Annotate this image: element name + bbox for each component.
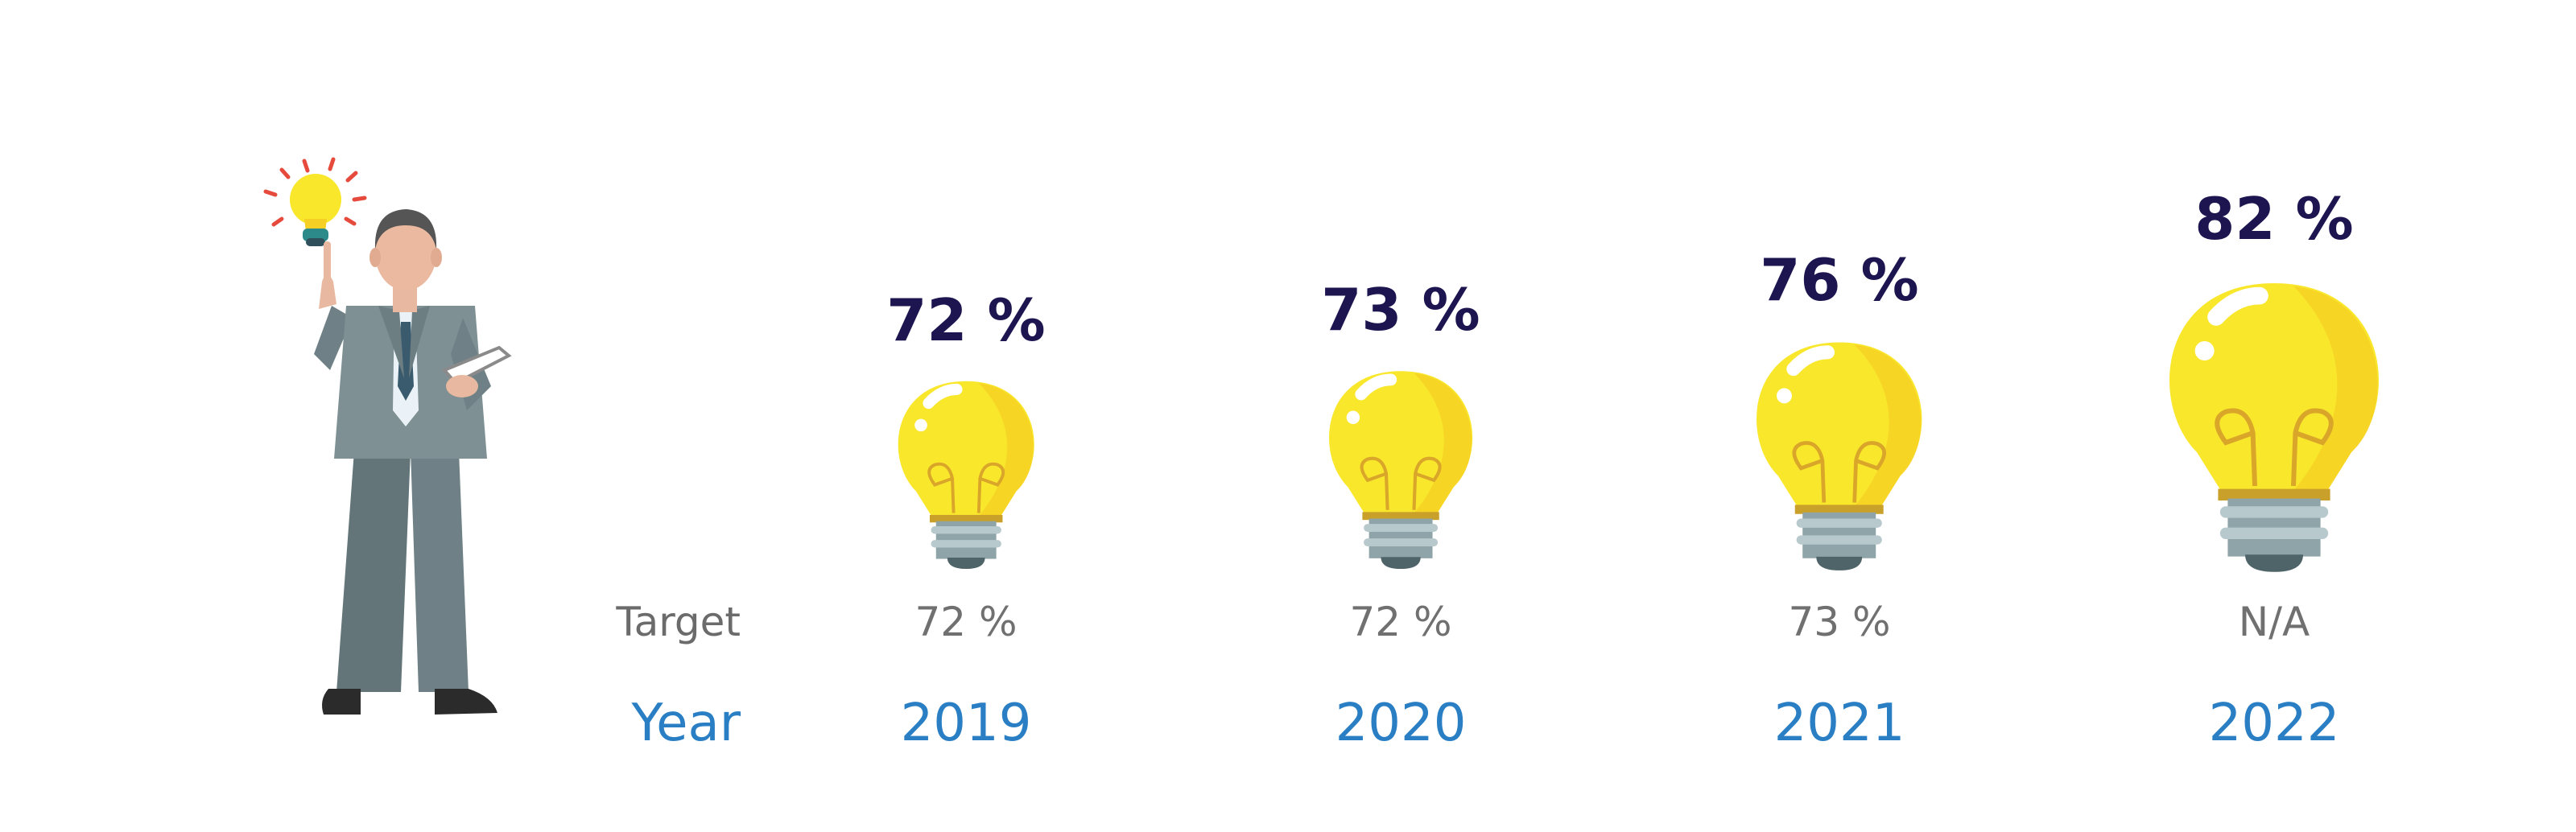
bulb-mark-2021 xyxy=(1757,342,1922,570)
value-label: 73 % xyxy=(1321,276,1480,344)
target-value: 72 % xyxy=(1349,599,1452,645)
target-value: N/A xyxy=(2238,599,2310,645)
year-row-label: Year xyxy=(631,694,741,753)
businessman-illustration xyxy=(263,157,512,715)
year-tick-label: 2020 xyxy=(1335,694,1467,753)
target-value: 73 % xyxy=(1788,599,1891,645)
bulb-column-2019: 72 % 72 % 2019 xyxy=(829,0,1103,832)
year-tick-label: 2022 xyxy=(2208,694,2340,753)
value-label: 82 % xyxy=(2194,185,2354,253)
value-label: 72 % xyxy=(886,286,1046,354)
target-row-label: Target xyxy=(616,599,741,645)
idea-bulb-icon xyxy=(263,157,367,246)
bulb-mark-2020 xyxy=(1328,371,1473,570)
year-tick-label: 2021 xyxy=(1773,694,1905,753)
year-tick-label: 2019 xyxy=(900,694,1032,753)
target-value: 72 % xyxy=(914,599,1018,645)
bulb-column-2021: 76 % 73 % 2021 xyxy=(1703,0,1976,832)
bulb-column-2022: 82 % N/A 2022 xyxy=(2137,0,2411,832)
bulb-column-2020: 73 % 72 % 2020 xyxy=(1264,0,1538,832)
bulb-mark-2019 xyxy=(898,381,1034,570)
bulb-mark-2022 xyxy=(2169,283,2380,572)
value-label: 76 % xyxy=(1760,245,1919,314)
